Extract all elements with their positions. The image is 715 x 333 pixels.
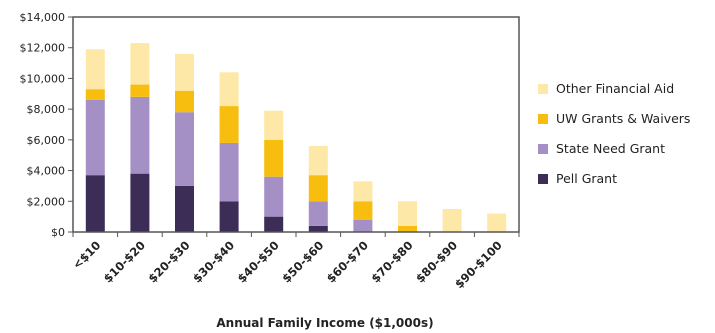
plot-area [72, 16, 520, 233]
bar-segment [85, 175, 105, 232]
bar-segment [85, 99, 105, 176]
bar-segment [353, 201, 373, 220]
bar-segment [353, 219, 373, 232]
bar-segment [264, 139, 284, 177]
bar-segment [130, 43, 150, 85]
bar-segment [398, 201, 417, 226]
bar-segment [130, 173, 150, 232]
bar-segment [442, 208, 462, 232]
y-tick-label: $14,000 [20, 11, 66, 24]
bar-segment [130, 96, 150, 174]
bar-segment [487, 213, 507, 232]
y-tick-label: $10,000 [20, 72, 66, 85]
x-tick-label: $40-$50 [235, 238, 282, 285]
y-tick-label: $12,000 [20, 42, 66, 55]
bar-segment [219, 106, 239, 143]
x-tick-label: <$10 [70, 238, 104, 272]
bar-segment [308, 201, 328, 226]
legend-swatch [538, 174, 548, 184]
x-axis: <$10$10-$20$20-$30$30-$40$40-$50$50-$60$… [70, 232, 520, 291]
bar-segment [85, 89, 105, 100]
y-tick-label: $6,000 [27, 134, 66, 147]
bar-segment [175, 185, 194, 232]
bar-segment [308, 175, 328, 202]
bar-segment [175, 90, 194, 113]
legend-label: Other Financial Aid [556, 81, 674, 96]
y-axis: $0 $2,000 $4,000 $6,000 $8,000 $10,000 $12,000… [20, 11, 73, 239]
x-tick-label: $10-$20 [101, 238, 148, 285]
bar-segment [130, 84, 150, 97]
y-tick-label: $0 [51, 226, 65, 239]
y-tick-label: $2,000 [27, 195, 66, 208]
bar-segment [85, 49, 105, 90]
bar-segment [219, 142, 239, 202]
bar-segment [175, 112, 194, 186]
x-tick-label: $30-$40 [190, 238, 237, 285]
legend-label: UW Grants & Waivers [556, 111, 690, 126]
y-tick-label: $8,000 [27, 103, 66, 116]
x-tick-label: $70-$80 [368, 238, 415, 285]
bar-segment [219, 72, 239, 107]
bar-segment [353, 181, 373, 202]
x-tick-label: $20-$30 [145, 238, 192, 285]
x-tick-label: $60-$70 [324, 238, 371, 285]
legend-label: Pell Grant [556, 171, 617, 186]
x-axis-label: Annual Family Income ($1,000s) [216, 316, 433, 330]
x-tick-label: $50-$60 [279, 238, 326, 285]
x-tick-label: $80-$90 [413, 238, 460, 285]
bar-segment [308, 225, 328, 232]
bar-segment [219, 201, 239, 232]
bar-segment [264, 110, 284, 140]
legend-swatch [538, 84, 548, 94]
legend: Other Financial Aid UW Grants & Waivers St… [538, 81, 690, 186]
y-tick-label: $4,000 [27, 165, 66, 178]
bar-segment [264, 176, 284, 217]
legend-label: State Need Grant [556, 141, 665, 156]
bar-segment [175, 53, 194, 91]
bar-segment [264, 216, 284, 232]
bar-segment [308, 146, 328, 176]
legend-swatch [538, 144, 548, 154]
legend-swatch [538, 114, 548, 124]
bar-segment [398, 225, 417, 232]
x-tick-label: $90-$100 [452, 238, 505, 291]
